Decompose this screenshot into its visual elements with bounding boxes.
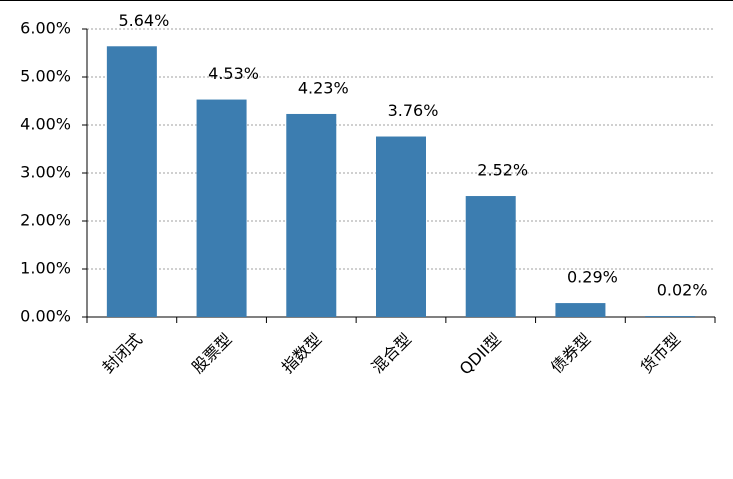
bar bbox=[465, 196, 516, 317]
x-tick-label: 债券型 bbox=[547, 330, 594, 377]
x-tick-label: 股票型 bbox=[188, 330, 235, 377]
bar bbox=[106, 46, 157, 317]
x-tick-label: 指数型 bbox=[278, 330, 325, 377]
data-label: 2.52% bbox=[477, 161, 528, 180]
bar bbox=[196, 99, 247, 317]
y-tick-label: 2.00% bbox=[20, 211, 71, 230]
y-tick-label: 3.00% bbox=[20, 163, 71, 182]
data-label: 3.76% bbox=[388, 101, 439, 120]
bar bbox=[376, 136, 426, 317]
y-tick-label: 4.00% bbox=[20, 115, 71, 134]
x-tick-label: 封闭式 bbox=[98, 330, 145, 377]
data-label: 4.23% bbox=[298, 78, 349, 97]
bar bbox=[286, 113, 337, 318]
x-tick-label: 货币型 bbox=[637, 330, 684, 377]
bar bbox=[645, 316, 696, 317]
x-tick-label: QDII型 bbox=[456, 330, 505, 379]
y-tick-label: 5.00% bbox=[20, 67, 71, 86]
y-tick-label: 1.00% bbox=[20, 259, 71, 278]
data-label: 4.53% bbox=[208, 64, 259, 83]
data-label: 5.64% bbox=[118, 11, 169, 30]
y-tick-label: 0.00% bbox=[20, 307, 71, 326]
data-label: 0.02% bbox=[657, 281, 708, 300]
data-label: 0.29% bbox=[567, 268, 618, 287]
y-tick-label: 6.00% bbox=[20, 19, 71, 38]
x-tick-label: 混合型 bbox=[368, 330, 415, 377]
bar bbox=[555, 303, 606, 317]
